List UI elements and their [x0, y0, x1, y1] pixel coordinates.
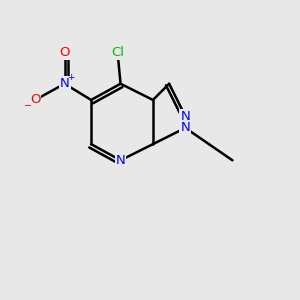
Text: O: O — [59, 46, 70, 59]
Text: Cl: Cl — [111, 46, 124, 59]
Text: O: O — [30, 93, 40, 106]
Text: N: N — [116, 154, 125, 167]
Text: +: + — [67, 73, 75, 82]
Text: N: N — [60, 77, 70, 90]
Text: −: − — [24, 101, 32, 111]
Text: N: N — [181, 110, 190, 123]
Text: N: N — [181, 122, 190, 134]
